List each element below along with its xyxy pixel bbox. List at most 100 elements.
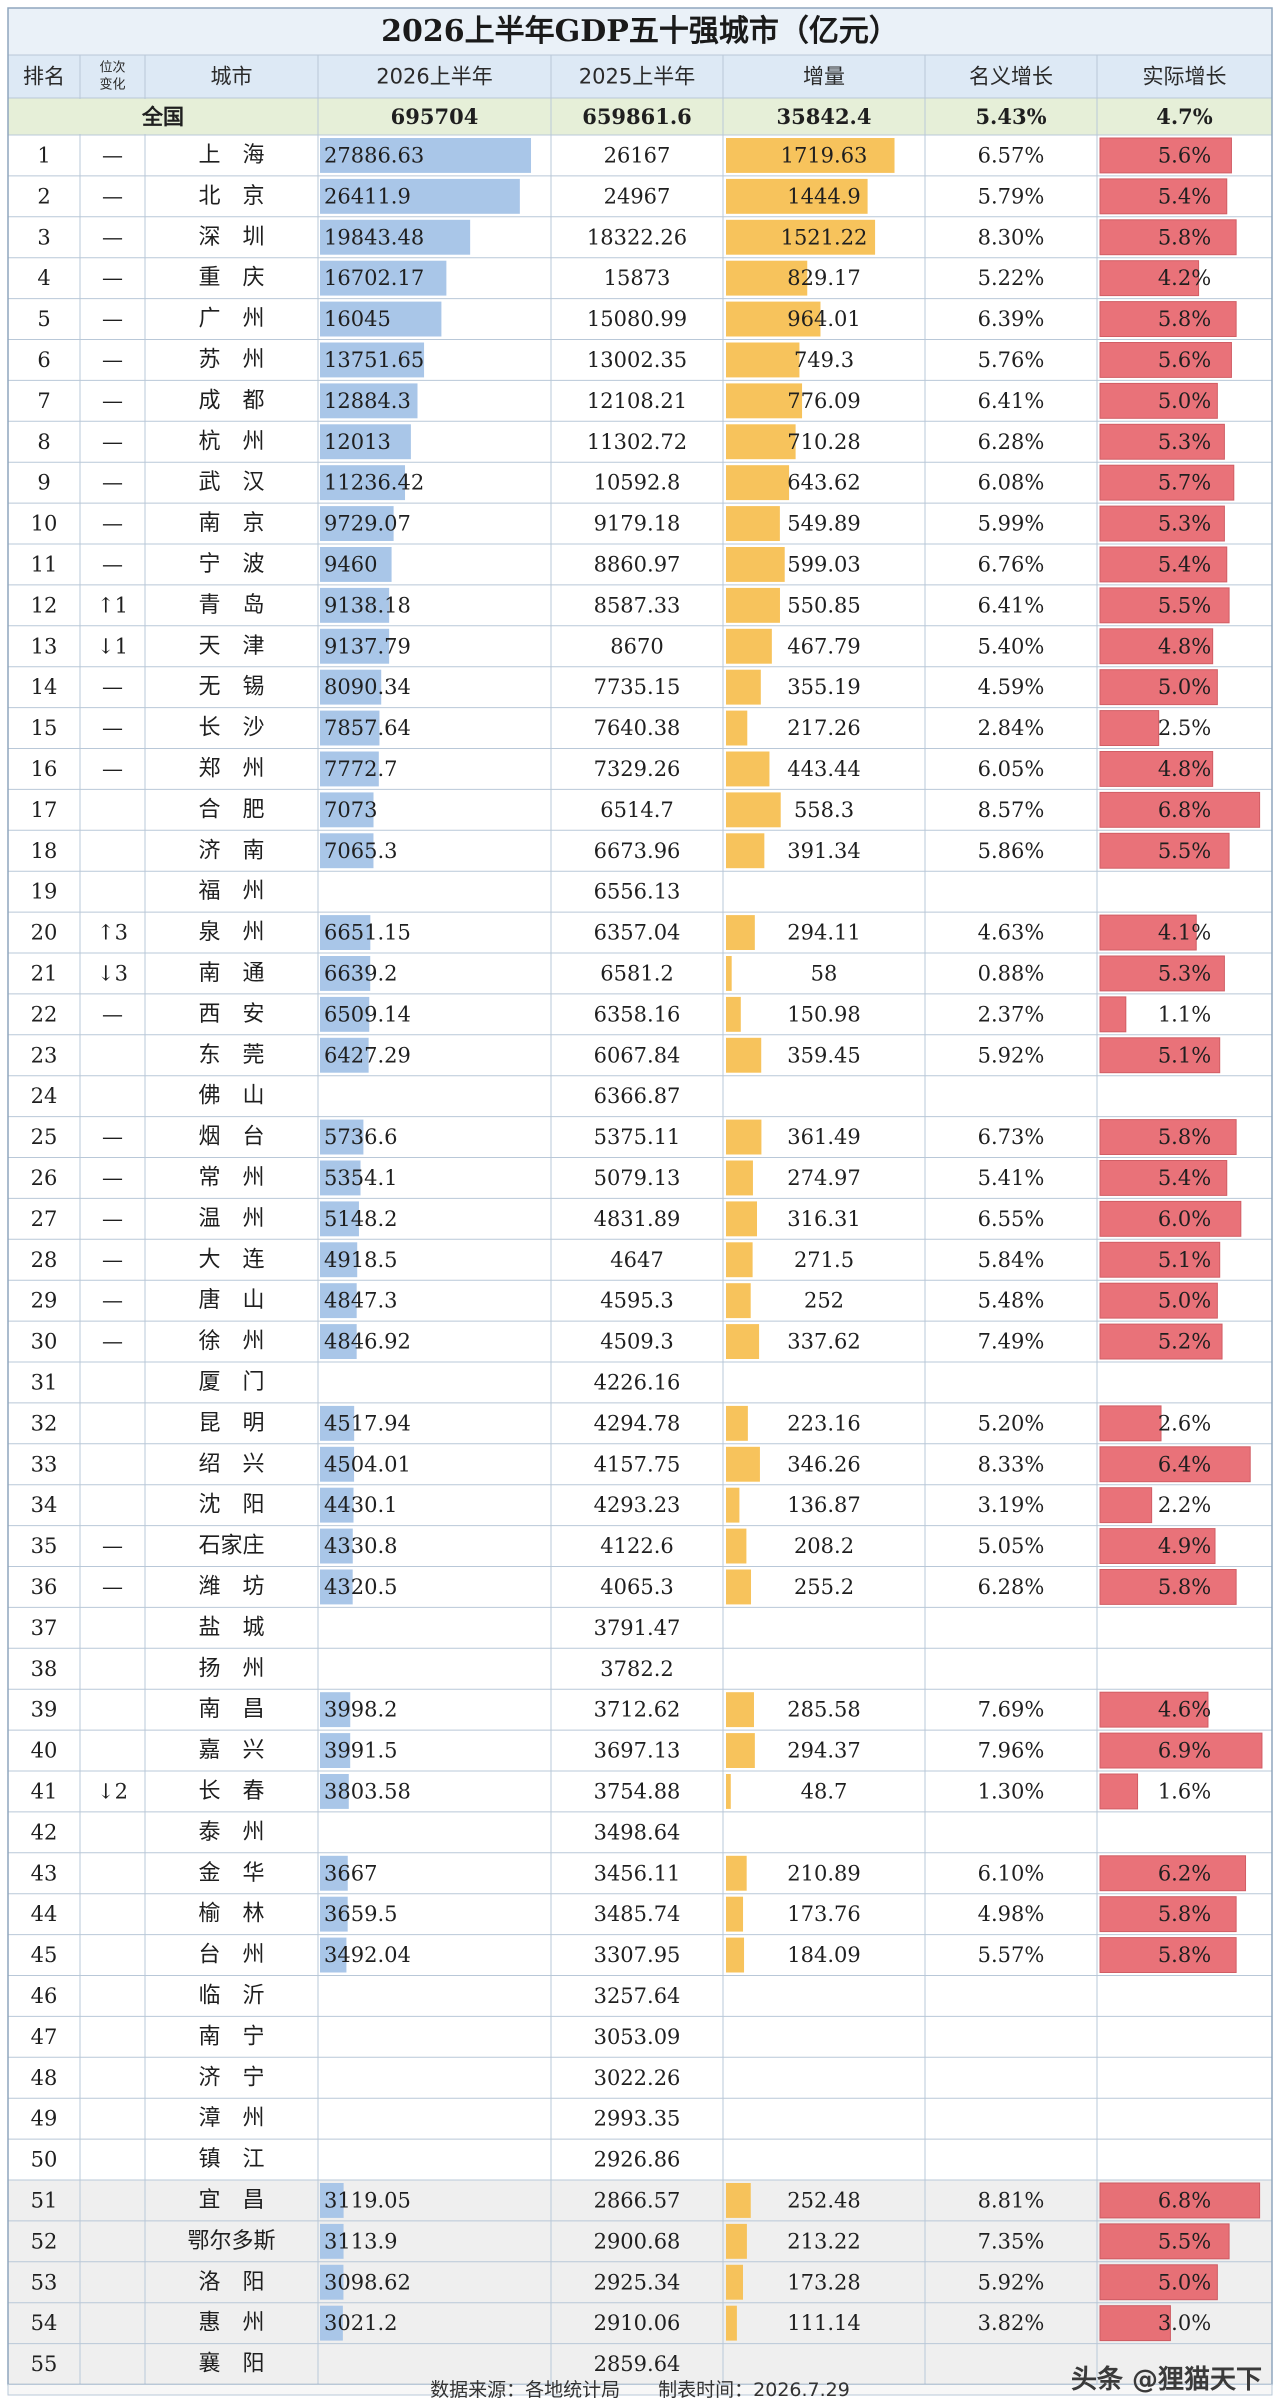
rank-cell: 47 xyxy=(31,2025,58,2049)
rank-cell: 31 xyxy=(31,1370,58,1394)
nominal-growth-cell: 4.98% xyxy=(978,1902,1045,1926)
rank-change-cell: — xyxy=(102,1330,123,1354)
city-cell: 洛 阳 xyxy=(198,2270,264,2295)
gdp2026-cell: 3991.5 xyxy=(324,1739,397,1763)
city-cell: 石家庄 xyxy=(198,1534,264,1559)
rank-cell: 55 xyxy=(31,2352,58,2376)
increase-cell: 964.01 xyxy=(787,307,860,331)
city-cell: 台 州 xyxy=(198,1943,264,1968)
city-cell: 广 州 xyxy=(198,307,264,332)
nominal-growth-cell: 8.57% xyxy=(978,798,1045,822)
city-cell: 鄂尔多斯 xyxy=(187,2229,275,2254)
increase-bar xyxy=(726,424,796,460)
real-growth-bar xyxy=(1099,1896,1237,1933)
rank-cell: 51 xyxy=(31,2188,58,2212)
footer-source: 数据来源：各地统计局 制表时间：2026.7.29 xyxy=(430,2379,850,2401)
gdp2025-cell: 3456.11 xyxy=(594,1861,681,1885)
nominal-growth-cell: 3.82% xyxy=(978,2311,1045,2335)
gdp2025-cell: 12108.21 xyxy=(587,389,687,413)
gdp2026-bar xyxy=(320,1487,354,1523)
gdp2026-bar xyxy=(320,2183,344,2218)
header-change-line2: 变化 xyxy=(99,77,125,93)
gdp2026-cell: 16702.17 xyxy=(324,266,424,290)
gdp2026-bar xyxy=(320,1160,361,1196)
nominal-growth-cell: 5.05% xyxy=(978,1534,1045,1558)
increase-cell: 111.14 xyxy=(787,2311,860,2335)
increase-cell: 173.76 xyxy=(787,1902,860,1926)
nominal-growth-cell: 6.55% xyxy=(978,1207,1045,1231)
gdp2026-cell: 5354.1 xyxy=(324,1166,397,1190)
increase-cell: 255.2 xyxy=(794,1575,854,1599)
table-row-bg xyxy=(8,2220,1272,2262)
city-cell: 嘉 兴 xyxy=(198,1738,264,1763)
city-cell: 重 庆 xyxy=(198,266,264,291)
gdp2025-cell: 4509.3 xyxy=(600,1330,673,1354)
gdp2025-cell: 3053.09 xyxy=(594,2025,681,2049)
real-growth-bar xyxy=(1099,955,1225,992)
increase-bar xyxy=(726,2305,737,2341)
increase-cell: 359.45 xyxy=(787,1043,860,1067)
real-growth-cell: 5.3% xyxy=(1158,512,1211,536)
gdp2025-cell: 15873 xyxy=(604,266,671,290)
city-cell: 临 沂 xyxy=(198,1983,264,2008)
gdp2025-cell: 6556.13 xyxy=(594,880,681,904)
nominal-growth-cell: 3.19% xyxy=(978,1493,1045,1517)
gdp2026-cell: 3021.2 xyxy=(324,2311,397,2335)
nominal-growth-cell: 6.57% xyxy=(978,143,1045,167)
nominal-growth-cell: 5.20% xyxy=(978,1411,1045,1435)
table-row-bg xyxy=(8,2302,1272,2344)
rank-cell: 52 xyxy=(31,2229,58,2253)
increase-cell: 252 xyxy=(804,1289,844,1313)
increase-cell: 467.79 xyxy=(787,634,860,658)
gdp2025-cell: 3712.62 xyxy=(594,1698,681,1722)
increase-bar xyxy=(726,1446,760,1482)
real-growth-bar xyxy=(1099,1323,1223,1360)
real-growth-cell: 2.6% xyxy=(1158,1411,1211,1435)
increase-cell: 710.28 xyxy=(787,430,860,454)
rank-cell: 45 xyxy=(31,1943,58,1967)
real-growth-cell: 5.3% xyxy=(1158,961,1211,985)
rank-cell: 49 xyxy=(31,2107,58,2131)
gdp2025-cell: 4294.78 xyxy=(594,1411,681,1435)
gdp2025-cell: 8860.97 xyxy=(594,552,681,576)
table-title: 2026上半年GDP五十强城市（亿元） xyxy=(381,14,899,49)
city-cell: 昆 明 xyxy=(198,1411,264,1436)
rank-change-cell: — xyxy=(102,184,123,208)
city-cell: 长 沙 xyxy=(198,716,264,741)
gdp2026-cell: 6651.15 xyxy=(324,921,411,945)
real-growth-cell: 5.1% xyxy=(1158,1248,1211,1272)
gdp2025-cell: 7329.26 xyxy=(594,757,681,781)
rank-cell: 14 xyxy=(31,675,58,699)
rank-change-cell: — xyxy=(102,1534,123,1558)
real-growth-cell: 5.5% xyxy=(1158,839,1211,863)
real-growth-bar xyxy=(1099,669,1218,706)
increase-cell: 599.03 xyxy=(787,552,860,576)
national-gdp2026: 695704 xyxy=(391,104,479,129)
gdp2026-bar xyxy=(320,138,532,173)
city-cell: 温 州 xyxy=(198,1206,264,1231)
increase-bar xyxy=(726,465,790,501)
nominal-growth-cell: 5.48% xyxy=(978,1289,1045,1313)
gdp2026-cell: 4320.5 xyxy=(324,1575,397,1599)
real-growth-bar xyxy=(1099,832,1230,869)
nominal-growth-cell: 6.41% xyxy=(978,593,1045,617)
rank-cell: 39 xyxy=(31,1698,58,1722)
gdp2026-cell: 6639.2 xyxy=(324,961,397,985)
rank-change-cell: — xyxy=(102,1166,123,1190)
gdp2025-cell: 13002.35 xyxy=(587,348,687,372)
city-cell: 漳 州 xyxy=(198,2106,264,2131)
header-increase: 增量 xyxy=(803,65,845,89)
gdp2026-bar xyxy=(320,587,390,623)
city-cell: 苏 州 xyxy=(198,347,264,372)
rank-change-cell: — xyxy=(102,225,123,249)
gdp2025-cell: 6673.96 xyxy=(594,839,681,863)
gdp2025-cell: 3307.95 xyxy=(594,1943,681,1967)
rank-cell: 35 xyxy=(31,1534,58,1558)
real-growth-cell: 5.8% xyxy=(1158,307,1211,331)
increase-cell: 184.09 xyxy=(787,1943,860,1967)
gdp2026-bar xyxy=(320,2264,344,2300)
real-growth-cell: 5.4% xyxy=(1158,552,1211,576)
gdp2025-cell: 10592.8 xyxy=(594,471,681,495)
gdp2025-cell: 8587.33 xyxy=(594,593,681,617)
real-growth-bar xyxy=(1099,1732,1263,1769)
